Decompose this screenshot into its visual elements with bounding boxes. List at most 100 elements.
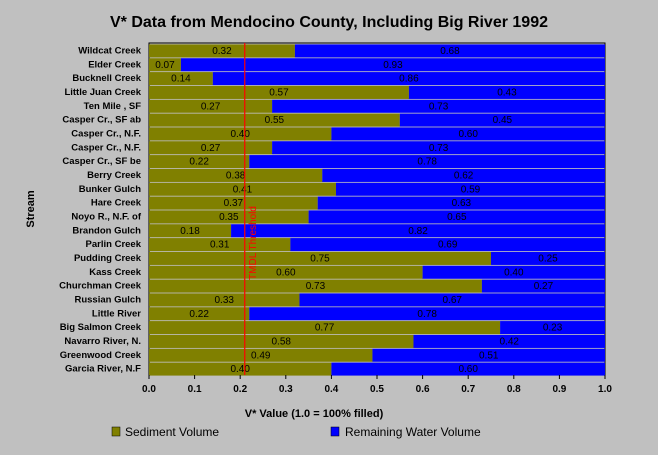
data-label-water: 0.25 — [538, 253, 558, 264]
x-tick-label: 0.1 — [188, 384, 202, 395]
data-label-water: 0.51 — [479, 350, 499, 361]
data-label-sediment: 0.14 — [171, 74, 191, 85]
legend-swatch-water — [330, 426, 340, 437]
bar-water — [272, 141, 605, 155]
category-label: Berry Creek — [87, 170, 142, 181]
bar-water — [317, 196, 605, 210]
legend-swatch-sediment — [111, 426, 121, 437]
chart-title: V* Data from Mendocino County, Including… — [110, 14, 548, 31]
category-labels-layer: Wildcat Creek Elder Creek Bucknell Creek Li… — [59, 45, 142, 374]
data-label-water: 0.62 — [454, 170, 474, 181]
bar-sediment — [149, 99, 273, 113]
bar-sediment — [149, 334, 414, 348]
data-label-water: 0.59 — [461, 184, 481, 195]
y-axis-label: Stream — [25, 190, 37, 228]
data-label-sediment: 0.40 — [230, 129, 250, 140]
x-axis-label: V* Value (1.0 = 100% filled) — [245, 408, 384, 420]
bar-water — [180, 58, 606, 72]
bar-water — [413, 334, 605, 348]
bar-sediment — [149, 321, 501, 335]
data-label-sediment: 0.58 — [272, 336, 292, 347]
data-label-water: 0.78 — [417, 309, 437, 320]
x-tick-label: 0.7 — [461, 384, 475, 395]
category-label: Hare Creek — [91, 198, 142, 209]
bar-water — [212, 72, 605, 86]
category-label: Little Juan Creek — [64, 87, 141, 98]
data-label-sediment: 0.22 — [189, 157, 209, 168]
data-label-sediment: 0.22 — [189, 309, 209, 320]
threshold-label: TMDL Threshold — [248, 206, 259, 280]
x-tick-label: 0.4 — [324, 384, 338, 395]
bar-sediment — [149, 44, 295, 58]
category-label: Casper Cr., N.F. — [71, 128, 141, 139]
bar-water — [422, 265, 605, 279]
bar-water — [408, 85, 605, 99]
category-label: Garcia River, N.F — [65, 364, 141, 375]
data-label-sediment: 0.77 — [315, 323, 335, 334]
data-labels-layer: 0.32 0.68 0.07 0.93 0.14 0.86 0.57 0.43 0.27 0.73… — [155, 46, 563, 375]
category-label: Parlin Creek — [86, 239, 142, 250]
category-label: Noyo R., N.F. of — [71, 211, 142, 222]
data-label-sediment: 0.57 — [269, 87, 289, 98]
bar-water — [231, 224, 605, 238]
data-label-water: 0.69 — [438, 240, 458, 251]
data-label-sediment: 0.18 — [180, 226, 200, 237]
bar-water — [335, 182, 605, 196]
x-tick-label: 0.3 — [279, 384, 293, 395]
x-ticks-layer: 0.0 0.1 0.2 0.3 0.4 0.5 0.6 0.7 0.8 0.9 1.0 — [142, 375, 612, 395]
category-label: Big Salmon Creek — [60, 322, 142, 333]
bar-water — [399, 113, 605, 127]
category-label: Churchman Creek — [59, 281, 142, 292]
category-label: Casper Cr., SF be — [62, 156, 141, 167]
x-tick-label: 1.0 — [598, 384, 612, 395]
bar-sediment — [149, 127, 332, 141]
data-label-sediment: 0.49 — [251, 350, 271, 361]
bar-sediment — [149, 293, 300, 307]
data-label-water: 0.45 — [493, 115, 513, 126]
data-label-water: 0.60 — [458, 364, 478, 375]
category-label: Russian Gulch — [74, 294, 141, 305]
bar-sediment — [149, 238, 291, 252]
category-label: Wildcat Creek — [78, 45, 141, 56]
data-label-sediment: 0.60 — [276, 267, 296, 278]
data-label-water: 0.86 — [399, 74, 419, 85]
data-label-water: 0.68 — [440, 46, 460, 57]
bar-sediment — [149, 113, 400, 127]
bar-water — [249, 155, 605, 169]
data-label-sediment: 0.75 — [310, 253, 330, 264]
category-label: Navarro River, N. — [64, 336, 141, 347]
bar-sediment — [149, 58, 181, 72]
data-label-sediment: 0.37 — [224, 198, 244, 209]
bar-sediment — [149, 251, 491, 265]
bar-sediment — [149, 265, 423, 279]
data-label-sediment: 0.31 — [210, 240, 230, 251]
data-label-water: 0.40 — [504, 267, 524, 278]
category-label: Casper Cr., SF ab — [62, 115, 141, 126]
category-label: Greenwood Creek — [60, 350, 142, 361]
category-label: Bucknell Creek — [72, 73, 141, 84]
category-label: Little River — [92, 308, 141, 319]
bar-sediment — [149, 196, 318, 210]
bar-water — [249, 307, 605, 321]
bar-water — [272, 99, 605, 113]
data-label-water: 0.27 — [534, 281, 554, 292]
data-label-water: 0.43 — [497, 87, 517, 98]
bar-sediment — [149, 210, 309, 224]
data-label-sediment: 0.38 — [226, 170, 246, 181]
bar-sediment — [149, 279, 482, 293]
data-label-water: 0.63 — [452, 198, 472, 209]
bar-sediment — [149, 224, 232, 238]
bar-water — [308, 210, 605, 224]
legend-label-water: Remaining Water Volume — [345, 425, 481, 439]
bar-water — [331, 362, 605, 376]
bar-sediment — [149, 348, 373, 362]
bars-layer — [149, 44, 606, 376]
bar-sediment — [149, 155, 250, 169]
data-label-water: 0.73 — [429, 143, 449, 154]
data-label-water: 0.73 — [429, 101, 449, 112]
category-label: Casper Cr., N.F. — [71, 142, 141, 153]
bar-sediment — [149, 85, 409, 99]
data-label-water: 0.67 — [443, 295, 463, 306]
bar-water — [500, 321, 605, 335]
